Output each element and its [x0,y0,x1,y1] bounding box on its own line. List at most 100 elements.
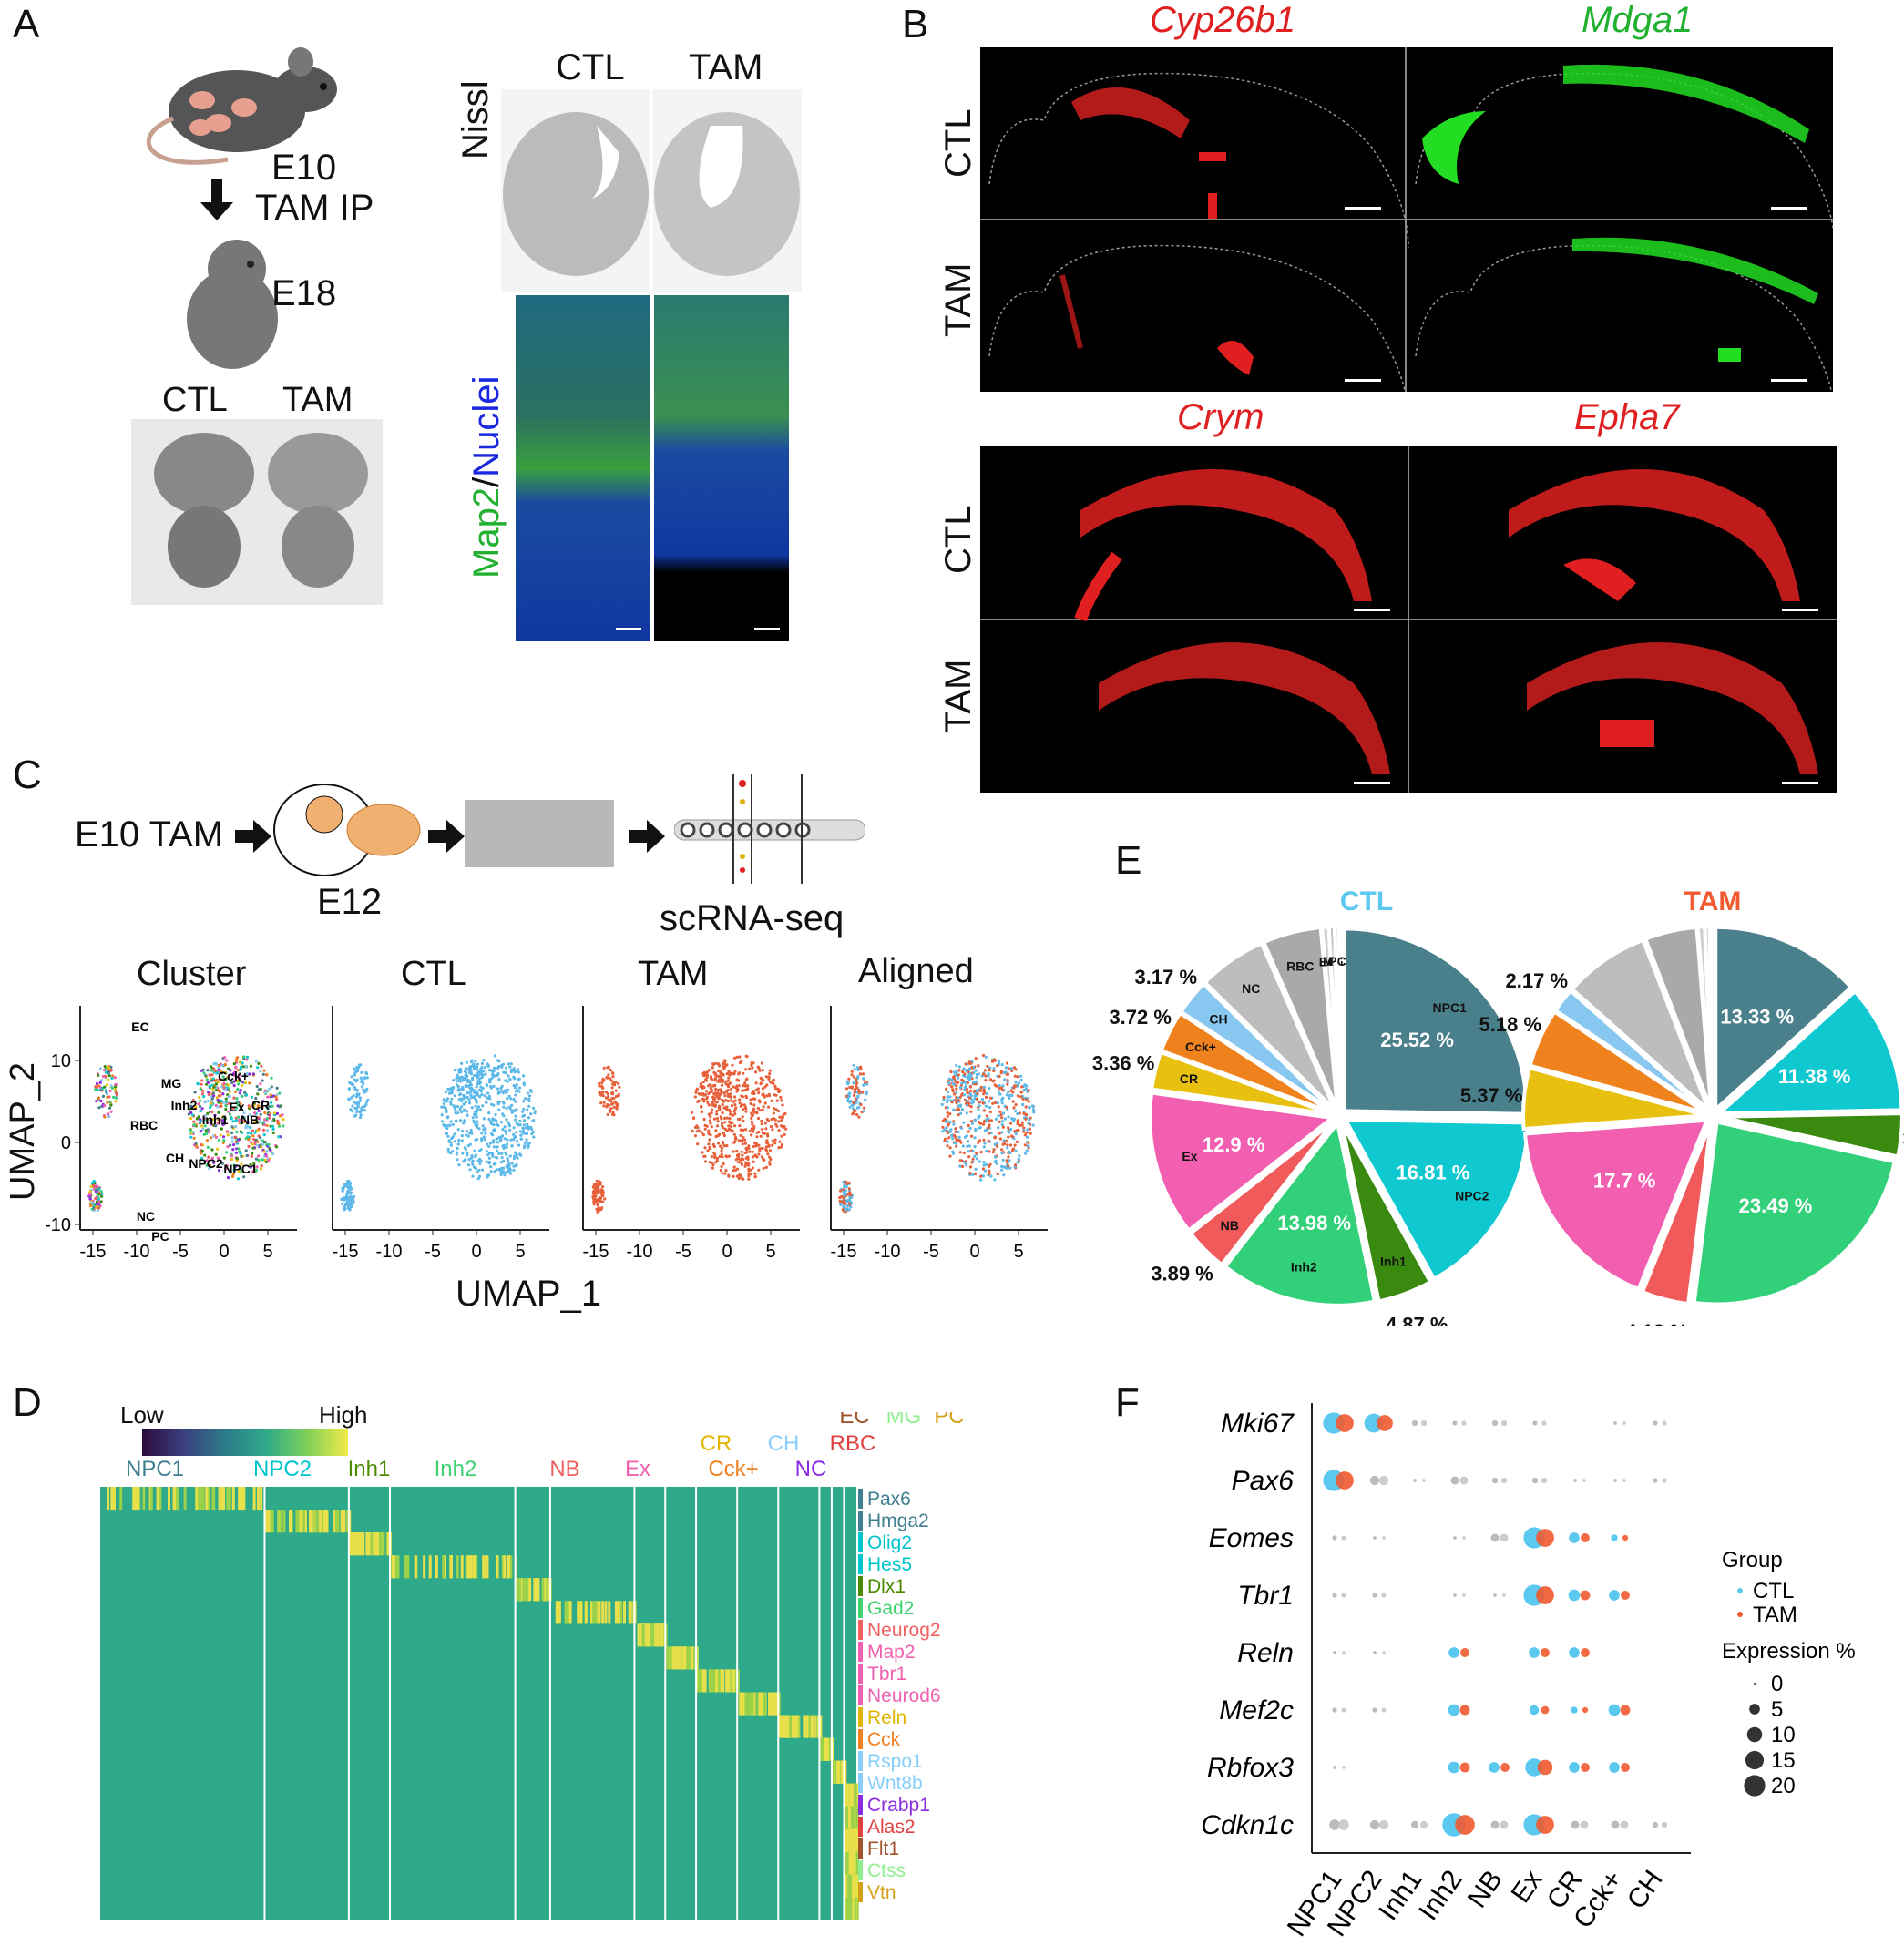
umap-point [260,1064,263,1068]
dot-low-tam [1461,1420,1467,1426]
umap-point [496,1087,500,1091]
umap-point [261,1079,264,1082]
umap-point [510,1162,514,1165]
umap-point [205,1163,209,1167]
umap-point [275,1145,279,1149]
heatmap-marker-label: Rspo1 [867,1751,923,1772]
umap-point [214,1082,218,1086]
dot-tam [1537,1759,1553,1776]
heatmap-cell [207,1487,210,1511]
umap-point [846,1193,850,1196]
umap-point [772,1111,775,1115]
pie-inside-cluster-label: NPC1 [1433,1000,1468,1015]
umap-point [607,1103,610,1107]
umap-point [362,1081,365,1086]
umap-point [754,1142,758,1145]
umap-point [480,1092,484,1097]
umap-point [749,1168,752,1172]
umap-point [500,1065,504,1069]
umap-point [200,1082,203,1086]
dot-plot-gene-label: Eomes [1209,1523,1294,1553]
umap-point [743,1105,747,1109]
dot-tam [1541,1705,1550,1715]
umap-point [1027,1122,1030,1125]
umap-point [516,1068,520,1071]
umap-point [770,1099,773,1102]
umap-point [962,1151,966,1155]
dot-plot-cluster-label: Inh2 [1413,1865,1469,1926]
umap-point [728,1081,732,1085]
dot-low-ctl [1410,1820,1419,1829]
umap-point [89,1201,93,1204]
umap-point [486,1091,490,1095]
umap-point [485,1160,488,1163]
umap-point [753,1153,757,1157]
umap-point [601,1200,605,1203]
heatmap-cell [577,1601,580,1624]
heatmap-cell [844,1897,847,1920]
umap-point [1014,1163,1018,1167]
pie-slice [1178,981,1336,1113]
umap-point [209,1136,213,1140]
umap-point [702,1117,706,1122]
umap-point [191,1113,195,1117]
panel-letter-e: E [1115,838,1142,883]
dot-low-tam [1342,1651,1346,1654]
umap-point [515,1131,518,1134]
stain-nissl-text: Nissl [456,80,496,159]
umap-point [979,1085,983,1089]
umap-point [476,1082,479,1086]
umap-point [747,1163,751,1167]
umap-point [103,1065,107,1069]
heatmap-marker-label: Hmga2 [867,1511,929,1531]
heatmap-cell [855,1828,858,1852]
heatmap-cell [836,1760,840,1784]
umap-point [721,1122,724,1125]
umap-point [611,1101,615,1105]
umap-point [232,1143,236,1147]
umap-point [852,1063,855,1067]
umap-point [1007,1135,1010,1139]
umap-point [224,1088,228,1091]
heatmap-cell [469,1555,473,1579]
umap-point [454,1120,457,1123]
umap-point [757,1091,761,1095]
umap-point [752,1103,756,1107]
umap-point [521,1110,525,1113]
umap-point [488,1142,492,1145]
umap-point [723,1094,727,1098]
umap-point [757,1143,761,1147]
umap-point [609,1107,613,1111]
umap-points [87,1055,285,1213]
pie-slice [1707,925,1715,1110]
umap-point [200,1092,205,1096]
umap-point [458,1107,462,1111]
dot-ctl [1609,1762,1620,1773]
umap-point [1014,1081,1018,1084]
heatmap-cell [671,1646,675,1670]
umap-point [946,1111,949,1115]
umap-point [237,1101,241,1104]
umap-point [503,1173,507,1177]
umap-point [493,1074,496,1078]
umap-point [271,1152,275,1156]
heatmap-cell [681,1646,685,1670]
umap-point [962,1093,967,1097]
umap-point [754,1070,758,1074]
umap-point [483,1066,486,1070]
heatmap-cell [834,1760,838,1784]
umap-point [485,1101,488,1104]
heatmap-cell [172,1487,176,1511]
umap-point [711,1062,715,1066]
umap-point [192,1120,196,1123]
umap-point [601,1185,605,1189]
umap-point [988,1162,992,1166]
umap-point [445,1132,449,1135]
umap-point [223,1070,227,1074]
umap-x-tick-label: -10 [376,1242,403,1262]
heatmap-cell [168,1487,170,1511]
umap-point [1022,1130,1026,1133]
umap-point [966,1076,969,1080]
heatmap-cell [848,1806,851,1829]
umap-point [961,1164,965,1168]
